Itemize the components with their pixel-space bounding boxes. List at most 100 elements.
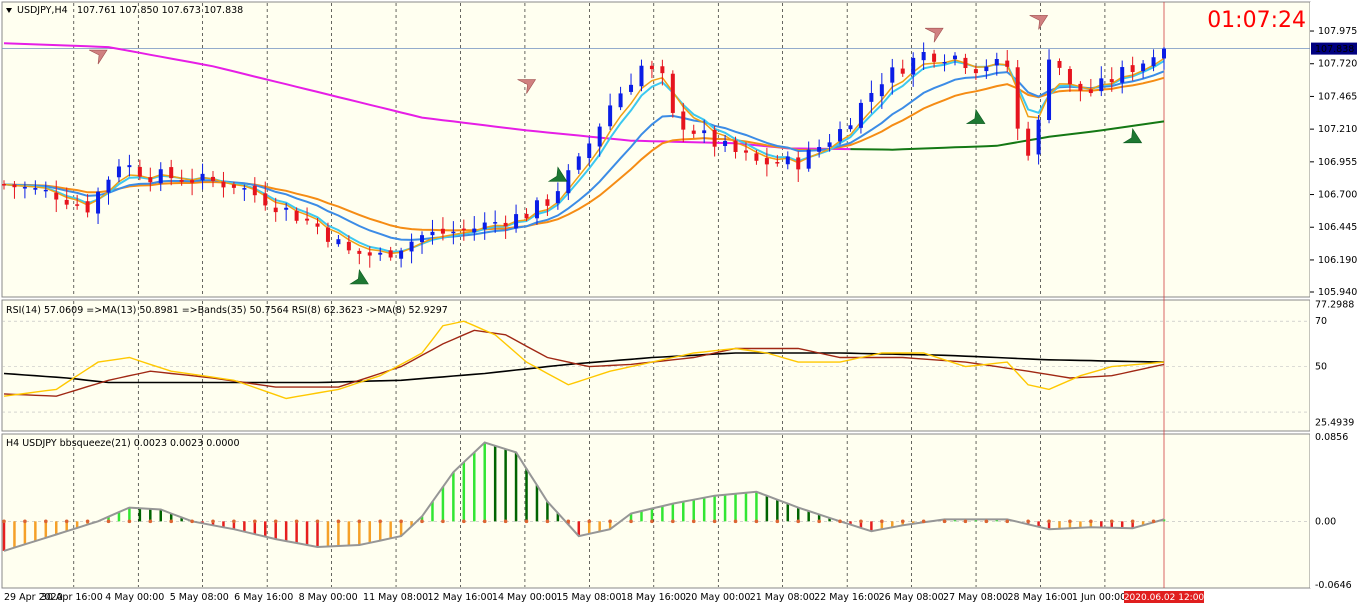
candle-body [64,199,69,205]
squeeze-dot [650,519,654,524]
candle-body [493,222,498,224]
candle-body [911,57,916,75]
squeeze-dot [1068,519,1072,524]
candle-body [775,162,780,164]
candle-body [503,222,508,227]
squeeze-dot [420,519,424,524]
candle-body [900,68,905,74]
candle-body [629,84,634,92]
time-axis-label: 12 May 16:00 [427,592,492,603]
candle-body [618,93,623,108]
squeeze-dot [462,519,466,524]
candle-body [1067,69,1072,85]
collapse-triangle-icon[interactable] [6,8,12,13]
candle-body [263,193,268,206]
candle-body [242,188,247,190]
price-tick-label: 107.720 [1318,59,1357,70]
time-axis-label: 5 May 08:00 [170,592,229,603]
candle-body [858,102,863,128]
axis-labels: 107.975 107.720 107.465 107.210 106.955 106.7… [4,26,1357,603]
candle-body [1015,67,1020,129]
candle-body [514,214,519,229]
candle-body [994,59,999,66]
price-axis [1310,2,1356,588]
squeeze-dot [984,519,989,524]
bar-countdown: 01:07:24 [1207,8,1306,33]
last-price-box [1311,42,1357,55]
candle-body [1162,48,1166,59]
candle-body [430,231,435,236]
candle-body [148,177,153,183]
candle-body [33,188,38,190]
squeeze-dot [127,519,132,524]
candle-body [555,191,560,204]
squeeze-dot [838,519,842,524]
bbsqueeze-panel[interactable] [1,433,1311,589]
time-axis-label: 27 May 08:00 [943,592,1008,603]
squeeze-dot [1026,519,1030,524]
candle-body [712,129,717,147]
squeeze-dot [796,519,801,524]
candle-body [1120,67,1125,83]
candle-body [169,167,174,179]
candle-body [357,250,362,254]
magenta-ma-line [3,42,851,151]
candle-body [587,143,592,159]
main-panel[interactable] [1,1,1311,298]
candle-body [1141,63,1146,72]
candle-body [1078,83,1083,91]
rsi-lines [3,320,1165,400]
squeeze-dot [232,519,236,524]
squeeze-dot [859,519,863,524]
candle-body [1047,59,1052,120]
candle-body [273,207,278,213]
squeeze-dot [712,519,717,524]
price-tick-label: 107.975 [1318,26,1357,37]
candle-body [211,176,216,181]
squeeze-dot [671,519,675,524]
candle-body [127,165,132,168]
squeeze-dot [608,519,612,524]
squeeze-dot [169,519,174,524]
candle-body [305,218,310,221]
candle-body [817,147,822,152]
candle-body [472,228,477,233]
candle-body [702,130,707,134]
time-axis-label: 29 Apr 2020 [4,592,63,603]
squeeze-dot [294,519,299,524]
candle-body [681,111,686,130]
candle-body [440,228,445,234]
candle-body [785,156,790,165]
squeeze-dot [691,519,696,524]
squeeze-outline [3,441,1165,552]
rsi-panel[interactable] [1,299,1311,432]
chart-grid [2,2,1310,588]
candle-body [963,57,968,69]
candle-body [534,200,539,219]
candle-body [545,199,550,206]
candle-body [869,92,874,102]
symbol-label: USDJPY,H4 [17,5,68,16]
candle-body [116,166,121,178]
buy-arrow-icon [1122,127,1143,144]
candle-body [691,130,696,134]
squeeze-dot [357,519,362,524]
bbsqueeze-label: H4 USDJPY bbsqueeze(21) 0.0023 0.0023 0.… [6,438,240,449]
rsi-line [3,320,1165,400]
time-axis-label: 18 May 16:00 [621,592,686,603]
squeeze-dot [1130,519,1135,524]
candle-body [399,250,404,259]
rsi-tick-label: 70 [1315,316,1327,327]
squeeze-dot [211,519,215,524]
squeeze-dot [566,519,571,524]
squeeze-dot [64,519,69,524]
candle-body [743,150,748,153]
squeeze-dot [482,519,487,524]
time-axis-label: 4 May 00:00 [105,592,164,603]
squeeze-dot [503,519,508,524]
candle-body [294,210,299,221]
squeeze-dot [190,519,194,524]
squeeze-dot [106,519,111,524]
